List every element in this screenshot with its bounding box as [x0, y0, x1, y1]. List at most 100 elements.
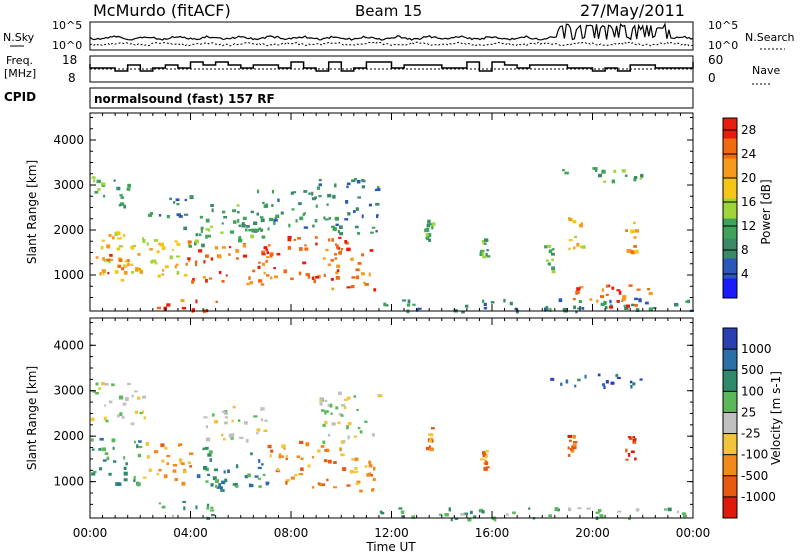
heatmap-cell: [328, 433, 331, 437]
heatmap-cell: [218, 483, 221, 488]
heatmap-cell: [117, 237, 121, 240]
heatmap-cell: [579, 245, 584, 249]
heatmap-cell: [111, 438, 116, 443]
heatmap-cell: [602, 383, 606, 387]
heatmap-cell: [366, 473, 370, 477]
colorbar-swatch: [723, 433, 737, 456]
heatmap-cell: [427, 219, 431, 224]
heatmap-cell: [336, 269, 340, 273]
heatmap-cell: [372, 433, 375, 437]
y-tick-label: 1000: [53, 475, 84, 489]
heatmap-cell: [256, 428, 261, 432]
heatmap-cell: [356, 180, 361, 184]
heatmap-cell: [95, 382, 99, 386]
heatmap-cell: [221, 480, 226, 485]
heatmap-cell: [210, 483, 214, 487]
heatmap-cell: [270, 449, 274, 453]
heatmap-cell: [407, 299, 411, 304]
velocity-colorbar-label: Velocity [m s-1]: [769, 371, 783, 465]
heatmap-cell: [639, 378, 643, 381]
heatmap-cell: [336, 264, 341, 268]
colorbar-swatch: [723, 278, 737, 299]
colorbar-swatch: [723, 138, 737, 159]
heatmap-cell: [570, 449, 575, 453]
heatmap-cell: [627, 436, 632, 439]
heatmap-cell: [137, 253, 141, 256]
heatmap-cell: [274, 275, 279, 279]
heatmap-cell: [323, 273, 326, 277]
heatmap-cell: [361, 214, 364, 219]
colorbar-swatch: [723, 412, 737, 435]
heatmap-cell: [339, 447, 342, 452]
heatmap-cell: [260, 407, 265, 411]
heatmap-cell: [221, 222, 224, 225]
heatmap-cell: [509, 301, 513, 306]
heatmap-cell: [428, 445, 431, 449]
heatmap-cell: [480, 458, 485, 461]
heatmap-cell: [322, 440, 326, 444]
heatmap-cell: [321, 483, 326, 486]
heatmap-cell: [124, 259, 128, 263]
time-tick-label: 12:00: [374, 526, 409, 540]
heatmap-cell: [357, 196, 361, 199]
heatmap-cell: [376, 188, 381, 191]
heatmap-cell: [344, 240, 348, 244]
colorbar-tick-label: 25: [741, 405, 756, 419]
heatmap-cell: [285, 455, 288, 458]
heatmap-cell: [568, 507, 572, 512]
heatmap-cell: [232, 405, 236, 409]
heatmap-cell: [236, 204, 240, 207]
heatmap-cell: [134, 410, 139, 414]
heatmap-cell: [567, 446, 570, 450]
heatmap-cell: [91, 448, 95, 451]
heatmap-cell: [617, 510, 622, 513]
heatmap-cell: [425, 233, 429, 237]
heatmap-cell: [327, 193, 332, 198]
heatmap-cell: [182, 470, 187, 474]
heatmap-cell: [346, 396, 351, 400]
heatmap-cell: [326, 203, 329, 206]
heatmap-cell: [200, 226, 204, 230]
heatmap-cell: [320, 445, 325, 448]
heatmap-cell: [568, 247, 571, 251]
colorbar-swatch: [723, 328, 737, 350]
heatmap-cell: [253, 415, 258, 418]
heatmap-cell: [338, 236, 342, 239]
heatmap-cell: [215, 300, 218, 303]
heatmap-cell: [150, 260, 154, 264]
heatmap-cell: [162, 269, 164, 272]
heatmap-cell: [238, 236, 242, 240]
heatmap-cell: [368, 464, 373, 468]
heatmap-cell: [311, 276, 315, 280]
time-axis-title: Time UT: [365, 540, 416, 554]
time-tick-label: 00:00: [676, 526, 711, 540]
heatmap-cell: [275, 214, 280, 219]
heatmap-cell: [242, 216, 247, 220]
heatmap-cell: [601, 169, 606, 174]
heatmap-cell: [429, 437, 434, 440]
heatmap-cell: [260, 418, 264, 422]
heatmap-cell: [137, 396, 141, 400]
heatmap-cell: [254, 475, 259, 478]
colorbar-swatch: [723, 178, 737, 199]
heatmap-cell: [616, 289, 621, 292]
heatmap-cell: [102, 272, 105, 276]
heatmap-cell: [224, 416, 229, 419]
heatmap-cell: [166, 455, 171, 458]
heatmap-cell: [92, 390, 96, 393]
heatmap-cell: [112, 446, 115, 450]
heatmap-cell: [572, 298, 576, 301]
heatmap-cell: [104, 258, 109, 262]
heatmap-cell: [209, 458, 213, 462]
heatmap-cell: [185, 262, 188, 266]
heatmap-cell: [596, 299, 599, 303]
colorbar-swatch: [723, 198, 737, 219]
heatmap-cell: [606, 284, 609, 288]
heatmap-cell: [611, 179, 615, 184]
heatmap-cell: [164, 446, 168, 450]
heatmap-cell: [611, 286, 615, 290]
heatmap-cell: [326, 478, 329, 482]
heatmap-cell: [294, 473, 298, 477]
time-tick-label: 20:00: [575, 526, 610, 540]
